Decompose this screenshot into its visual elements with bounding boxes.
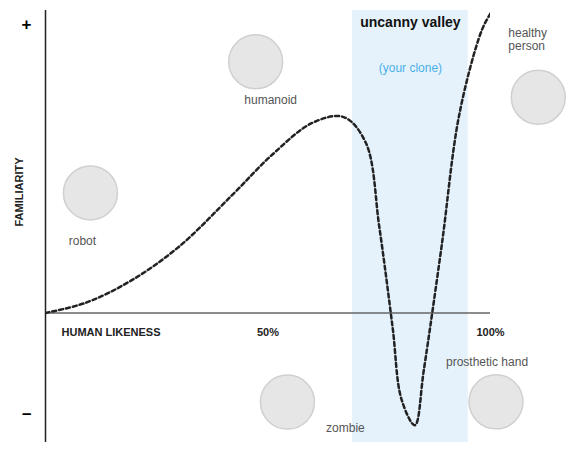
svg-text:healthyperson: healthyperson: [508, 26, 547, 53]
svg-text:(your clone): (your clone): [379, 61, 442, 75]
svg-text:HUMAN LIKENESS: HUMAN LIKENESS: [62, 326, 161, 338]
svg-text:100%: 100%: [476, 326, 504, 338]
svg-text:robot: robot: [69, 234, 97, 248]
svg-text:uncanny valley: uncanny valley: [360, 14, 461, 30]
svg-text:–: –: [22, 404, 31, 423]
svg-text:prosthetic hand: prosthetic hand: [446, 355, 528, 369]
svg-text:humanoid: humanoid: [244, 93, 297, 107]
svg-text:+: +: [22, 15, 32, 34]
svg-text:50%: 50%: [257, 326, 279, 338]
svg-text:zombie: zombie: [326, 421, 365, 435]
svg-text:FAMILIARITY: FAMILIARITY: [13, 157, 25, 227]
